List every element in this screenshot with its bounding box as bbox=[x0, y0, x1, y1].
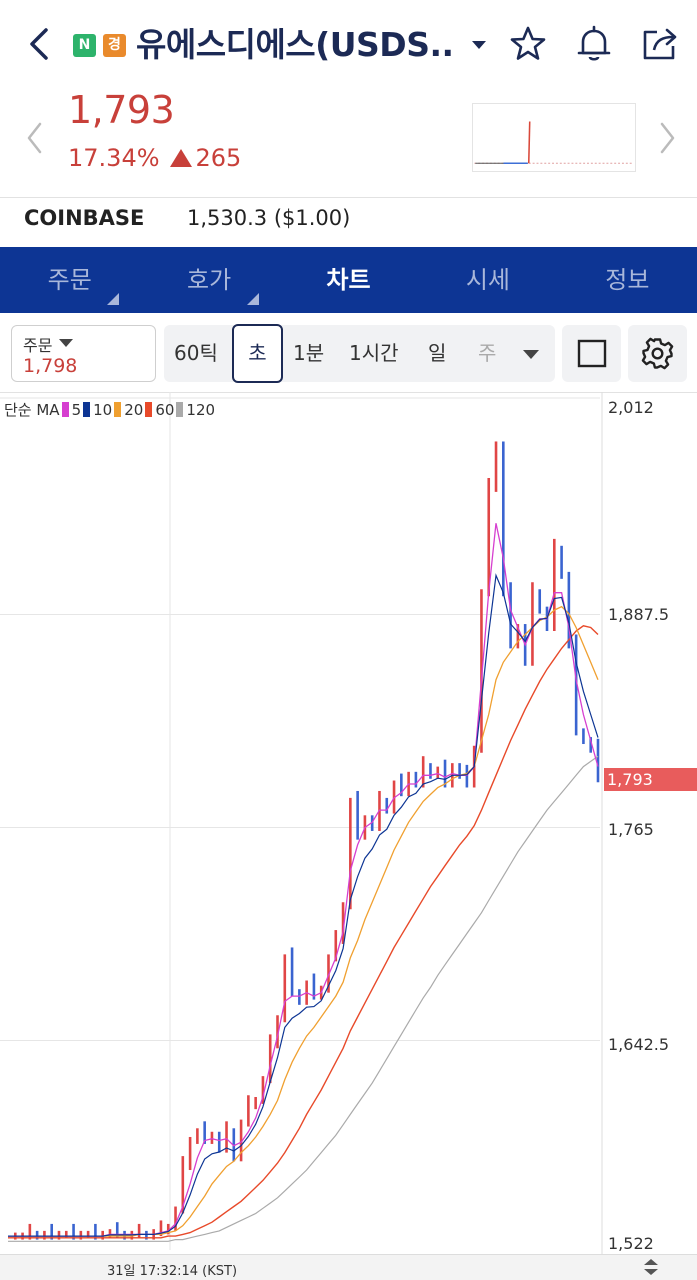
tab-quotes[interactable]: 시세 bbox=[418, 247, 557, 313]
price-chart[interactable] bbox=[0, 392, 697, 1280]
order-label: 주문 bbox=[23, 336, 53, 355]
price-change: 17.34% 265 bbox=[68, 144, 241, 172]
tab-quotes-label: 시세 bbox=[465, 266, 510, 294]
y-axis-label: 1,765 bbox=[608, 820, 654, 839]
ma10-label: 10 bbox=[93, 401, 113, 419]
y-axis-label: 2,012 bbox=[608, 398, 654, 417]
interval-week[interactable]: 주 bbox=[478, 341, 497, 365]
exchange-price: 1,530.3 ($1.00) bbox=[187, 206, 351, 230]
ma20-swatch bbox=[114, 402, 122, 417]
tab-chart[interactable]: 차트 bbox=[279, 247, 418, 313]
exchange-name: COINBASE bbox=[24, 206, 145, 230]
tab-chart-label: 차트 bbox=[326, 266, 371, 294]
interval-day[interactable]: 일 bbox=[428, 341, 447, 365]
ma20-label: 20 bbox=[124, 401, 144, 419]
order-price: 1,798 bbox=[23, 355, 78, 377]
interval-1min[interactable]: 1분 bbox=[293, 341, 325, 365]
corner-icon bbox=[246, 293, 259, 305]
y-axis-label: 1,642.5 bbox=[608, 1035, 670, 1054]
back-icon[interactable] bbox=[22, 24, 56, 64]
tab-order[interactable]: 주문 bbox=[0, 247, 139, 313]
change-percent: 17.34% bbox=[68, 144, 160, 172]
corner-icon bbox=[107, 293, 120, 305]
tab-orderbook[interactable]: 호가 bbox=[139, 247, 278, 313]
ma120-label: 120 bbox=[186, 401, 216, 419]
ma-legend: 단순 MA 5 10 20 60 120 bbox=[4, 399, 215, 420]
ma60-line bbox=[8, 625, 599, 1239]
drawing-tool-button[interactable] bbox=[562, 325, 621, 382]
change-amount: 265 bbox=[195, 144, 242, 172]
ma-type-label: 단순 MA bbox=[4, 401, 60, 419]
y-axis-label: 1,522 bbox=[608, 1234, 654, 1253]
star-icon[interactable] bbox=[508, 24, 548, 64]
naver-badge: N bbox=[73, 34, 96, 57]
interval-more-icon[interactable] bbox=[523, 350, 539, 359]
interval-1hour[interactable]: 1시간 bbox=[349, 341, 399, 365]
current-price-tag: 1,793 bbox=[604, 768, 697, 791]
up-triangle-icon bbox=[169, 149, 192, 167]
time-axis-label: 31일 17:32:14 (KST) bbox=[107, 1264, 238, 1279]
square-icon bbox=[577, 339, 607, 368]
chart-settings-button[interactable] bbox=[628, 325, 687, 382]
order-button[interactable]: 주문 1,798 bbox=[11, 325, 156, 382]
mini-chart[interactable] bbox=[472, 103, 636, 172]
ma20-line bbox=[8, 605, 599, 1237]
divider bbox=[0, 197, 697, 198]
tab-orderbook-label: 호가 bbox=[187, 266, 232, 294]
gear-icon bbox=[641, 337, 674, 370]
time-axis: 31일 17:32:14 (KST) bbox=[0, 1254, 697, 1280]
interval-selector: 60틱 초 1분 1시간 일 주 bbox=[164, 324, 555, 383]
ma120-swatch bbox=[176, 402, 184, 417]
share-icon[interactable] bbox=[640, 24, 680, 64]
tab-info-label: 정보 bbox=[605, 266, 650, 294]
tab-bar: 주문 호가 차트 시세 정보 bbox=[0, 247, 697, 313]
ma5-label: 5 bbox=[71, 401, 82, 419]
current-price: 1,793 bbox=[68, 88, 175, 132]
tab-info[interactable]: 정보 bbox=[558, 247, 697, 313]
next-arrow-icon[interactable] bbox=[656, 118, 678, 158]
ma5-swatch bbox=[61, 402, 69, 417]
dropdown-caret-icon[interactable] bbox=[470, 38, 488, 52]
scroll-indicator-icon[interactable] bbox=[642, 1257, 660, 1277]
news-badge: 경 bbox=[103, 34, 126, 57]
ma120-line bbox=[8, 755, 599, 1242]
y-axis-label: 1,887.5 bbox=[608, 605, 670, 624]
interval-second[interactable]: 초 bbox=[232, 324, 283, 383]
ma10-swatch bbox=[83, 402, 91, 417]
top-bar: N 경 유에스디에스(USDS... bbox=[0, 0, 697, 90]
ma10-line bbox=[8, 573, 599, 1237]
ma60-label: 60 bbox=[155, 401, 175, 419]
interval-60tick[interactable]: 60틱 bbox=[174, 341, 218, 365]
bell-icon[interactable] bbox=[574, 24, 614, 64]
tab-order-label: 주문 bbox=[47, 266, 92, 294]
page-title[interactable]: 유에스디에스(USDS... bbox=[136, 25, 456, 64]
prev-arrow-icon[interactable] bbox=[24, 118, 46, 158]
chart-top-divider bbox=[0, 392, 697, 393]
ma60-swatch bbox=[145, 402, 153, 417]
caret-down-icon bbox=[59, 339, 73, 347]
